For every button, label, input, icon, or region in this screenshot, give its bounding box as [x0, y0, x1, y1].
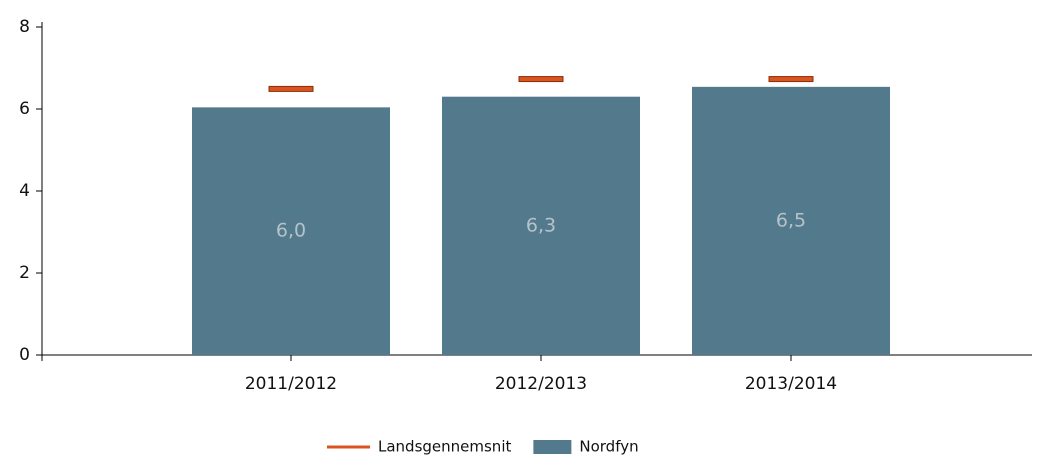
bar [692, 86, 890, 356]
average-marker [768, 76, 814, 83]
average-marker [518, 76, 564, 83]
value-label: 6,5 [776, 209, 806, 231]
legend-label: Nordfyn [579, 438, 638, 456]
legend-label: Landsgennemsnit [378, 438, 511, 456]
bar [442, 96, 640, 355]
x-tick-label: 2011/2012 [245, 374, 337, 394]
bar [192, 107, 390, 355]
legend-swatch [327, 445, 370, 449]
y-tick-label: 8 [19, 17, 30, 37]
y-tick-label: 0 [19, 345, 30, 365]
x-tick-label: 2013/2014 [745, 374, 837, 394]
y-tick-label: 6 [19, 99, 30, 119]
value-label: 6,0 [276, 220, 306, 242]
x-tick-label: 2012/2013 [495, 374, 587, 394]
y-tick-label: 2 [19, 263, 30, 283]
average-marker [268, 85, 314, 92]
y-tick-label: 4 [19, 181, 30, 201]
value-label: 6,3 [526, 214, 556, 236]
legend-swatch [533, 440, 572, 454]
